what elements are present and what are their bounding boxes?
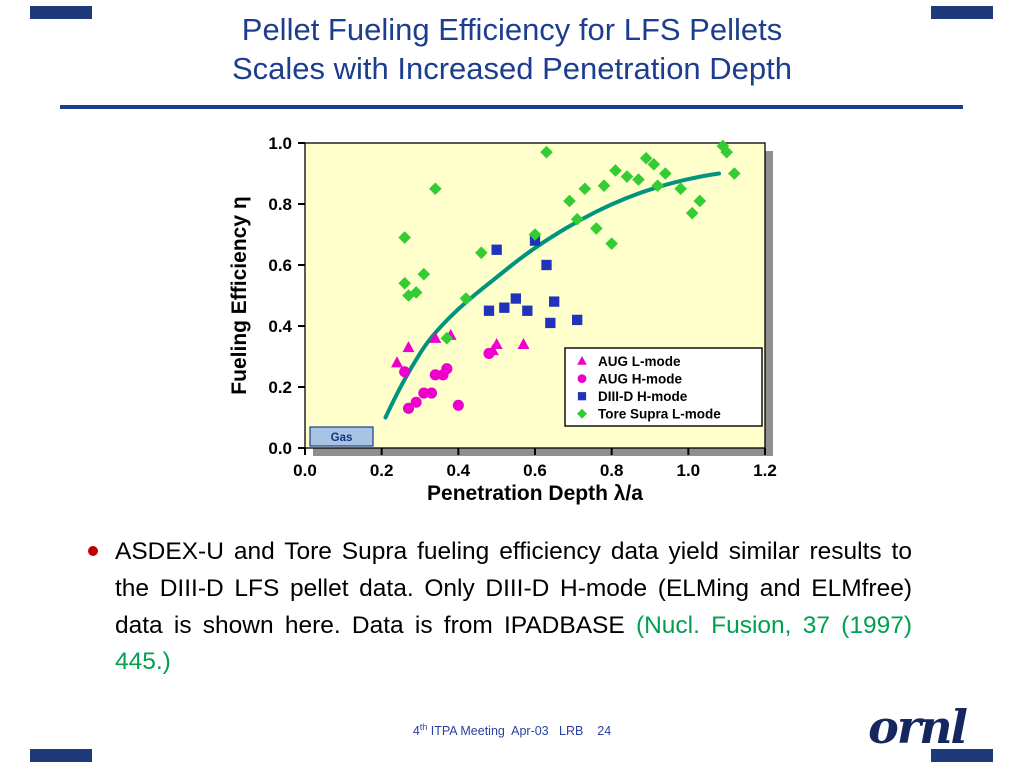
data-point-diamond <box>720 145 733 159</box>
data-point-diamond <box>605 237 618 250</box>
x-tick-label: 0.2 <box>370 461 394 480</box>
data-point-diamond <box>590 222 603 235</box>
data-point-diamond <box>659 167 672 180</box>
legend-label: AUG H-mode <box>598 371 682 386</box>
data-point-circle <box>441 363 453 375</box>
data-point-triangle <box>402 341 415 353</box>
fueling-efficiency-chart: 0.0 0.2 0.4 0.6 0.8 1.0 1.2 0.0 0.2 0.4 0.6 0.8 1.0 P… <box>228 126 800 528</box>
y-axis-label: Fueling Efficiency η <box>230 196 251 394</box>
data-point-circle <box>452 399 464 411</box>
data-point-square <box>499 302 510 313</box>
legend-label: Tore Supra L-mode <box>598 407 721 422</box>
data-point-diamond <box>417 267 431 281</box>
data-point-square <box>572 314 583 326</box>
x-tick-label: 0.0 <box>293 461 317 480</box>
data-point-triangle <box>517 338 530 350</box>
data-point-triangle <box>429 331 442 343</box>
data-point-triangle <box>490 338 503 350</box>
data-point-square <box>483 305 495 316</box>
data-point-diamond <box>570 212 584 226</box>
data-point-diamond <box>647 158 661 171</box>
footer-text: 4th ITPA Meeting Apr-03 LRB 24 <box>0 722 1024 738</box>
bullet-body-text: ASDEX-U and Tore Supra fueling efficienc… <box>115 538 912 639</box>
data-point-square <box>522 305 533 316</box>
slide-title-line1: Pellet Fueling Efficiency for LFS Pellet… <box>241 12 783 47</box>
x-tick-label: 0.8 <box>600 461 624 480</box>
bullet-paragraph: ASDEX-U and Tore Supra fueling efficienc… <box>115 534 912 681</box>
y-tick-label: 0.6 <box>268 256 292 275</box>
legend-box <box>564 347 763 427</box>
data-point-circle <box>402 402 415 414</box>
x-tick-label: 0.4 <box>447 461 471 480</box>
bullet-marker <box>88 546 98 556</box>
data-point-circle <box>399 366 411 378</box>
x-tick-label: 1.2 <box>753 461 777 480</box>
data-point-circle <box>418 387 430 399</box>
footer-rest: ITPA Meeting Apr-03 LRB 24 <box>427 724 612 739</box>
data-point-diamond <box>693 194 707 208</box>
slide-title-line2: Scales with Increased Penetration Depth <box>231 51 793 87</box>
legend-label: AUG L-mode <box>598 354 681 369</box>
y-tick-label: 0.4 <box>268 317 292 336</box>
data-point-diamond <box>398 231 411 244</box>
bullet-text-block: ASDEX-U and Tore Supra fueling efficienc… <box>88 534 912 681</box>
legend-marker-diamond <box>577 408 587 419</box>
title-divider <box>60 105 963 109</box>
data-point-diamond <box>409 286 423 299</box>
corner-bar-top-left <box>30 6 92 19</box>
x-tick-label: 0.6 <box>523 461 547 480</box>
data-point-circle <box>429 369 441 381</box>
legend-marker-circle <box>577 374 587 383</box>
legend-label: DIII-D H-mode <box>598 389 688 404</box>
ornl-logo: ornl <box>868 700 968 754</box>
data-point-triangle <box>391 356 403 368</box>
data-point-diamond <box>398 277 411 290</box>
corner-bar-bottom-right <box>931 749 993 762</box>
footer-superscript: th <box>419 722 428 732</box>
bullet-citation-text: (Nucl. Fusion, 37 (1997) 445.) <box>115 611 912 676</box>
data-point-diamond <box>459 292 473 305</box>
data-point-diamond <box>674 182 687 196</box>
y-tick-label: 0.8 <box>268 195 292 214</box>
gas-annotation-box <box>309 426 374 447</box>
footer-number: 4 <box>412 724 420 739</box>
data-point-diamond <box>429 182 442 196</box>
data-point-square <box>545 317 556 329</box>
x-axis-label: Penetration Depth λ/a <box>427 482 643 505</box>
data-point-diamond <box>728 167 741 180</box>
data-point-square <box>549 296 560 307</box>
data-point-diamond <box>685 206 699 220</box>
chart-svg: 0.0 0.2 0.4 0.6 0.8 1.0 1.2 0.0 0.2 0.4 0.6 0.8 1.0 P… <box>228 134 777 505</box>
x-tick-label: 1.0 <box>677 461 701 480</box>
data-point-circle <box>425 387 438 399</box>
data-point-circle <box>410 396 422 408</box>
legend-marker-square <box>577 392 587 401</box>
data-point-circle <box>483 347 495 359</box>
data-point-square <box>541 259 552 271</box>
legend-marker-triangle <box>577 356 587 365</box>
slide-title: Pellet Fueling Efficiency for LFS Pellet… <box>0 10 1024 88</box>
corner-bar-top-right <box>931 6 993 19</box>
data-point-diamond <box>639 151 653 165</box>
data-point-diamond <box>578 182 592 196</box>
data-point-square <box>510 293 521 304</box>
y-tick-label: 1.0 <box>268 134 292 153</box>
data-point-square <box>491 244 502 255</box>
data-point-diamond <box>440 331 454 345</box>
y-tick-label: 0.2 <box>268 378 292 397</box>
data-point-diamond <box>651 179 664 192</box>
data-point-diamond <box>475 246 488 260</box>
gas-annotation-label: Gas <box>331 432 353 444</box>
corner-bar-bottom-left <box>30 749 92 762</box>
y-tick-label: 0.0 <box>268 439 292 458</box>
